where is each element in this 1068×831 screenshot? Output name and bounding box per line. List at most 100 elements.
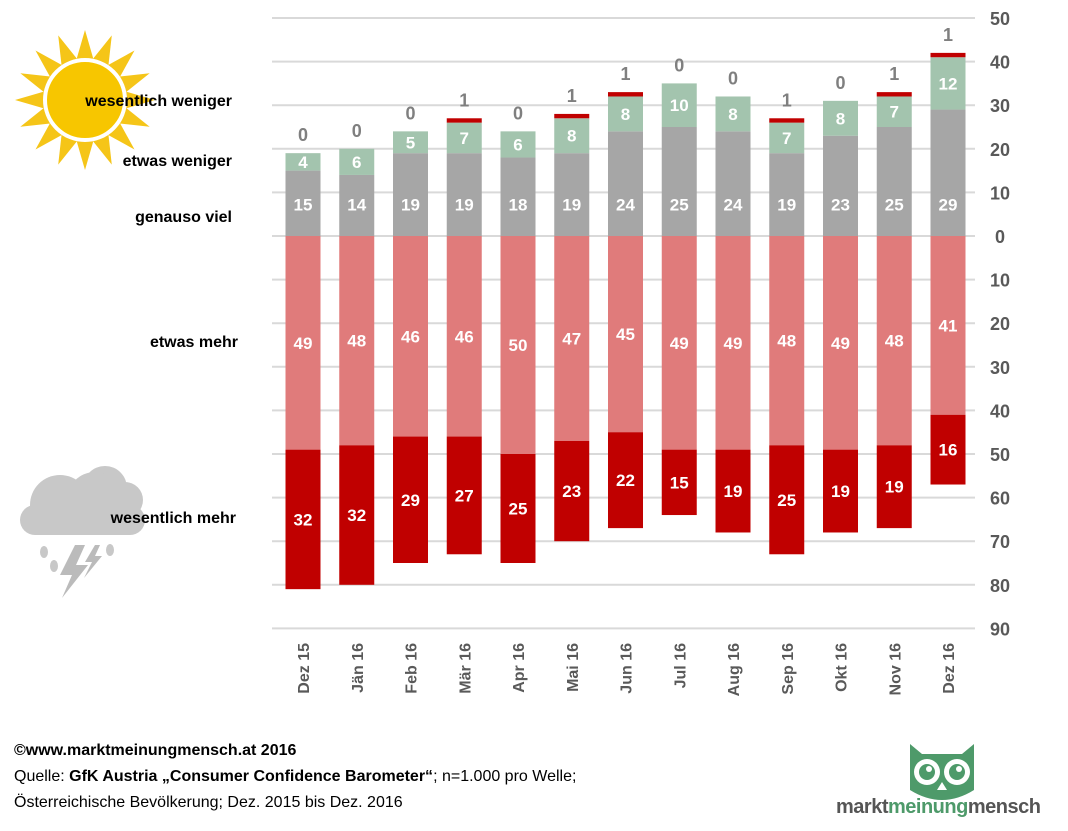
y-tick-label: 60 <box>990 489 1010 509</box>
data-label: 48 <box>885 332 904 351</box>
bar-etwas-weniger <box>769 122 805 154</box>
data-label: 47 <box>562 329 581 348</box>
x-tick-label: Apr 16 <box>511 643 528 693</box>
y-tick-label: 10 <box>990 271 1010 291</box>
data-label: 15 <box>294 195 313 214</box>
x-tick-label: Dez 16 <box>941 643 958 694</box>
bar-wesentlich-mehr <box>661 449 697 516</box>
data-label: 19 <box>724 482 743 501</box>
data-label: 0 <box>352 121 362 141</box>
bar-wesentlich-mehr <box>393 436 428 563</box>
data-label: 0 <box>405 103 415 123</box>
logo: marktmeinungmensch <box>836 740 1066 825</box>
bar-etwas-weniger <box>823 100 858 136</box>
x-tick-label: Mär 16 <box>457 643 474 694</box>
y-tick-label: 0 <box>995 227 1005 247</box>
label-wesentlich-weniger: wesentlich weniger <box>84 93 232 110</box>
bar-etwas-mehr <box>661 236 697 450</box>
bar-wesentlich-weniger <box>554 113 590 119</box>
bar-wesentlich-mehr <box>930 414 966 485</box>
bar-etwas-weniger <box>930 57 966 110</box>
data-label: 0 <box>728 68 738 88</box>
data-label: 12 <box>939 74 958 93</box>
bar-etwas-weniger <box>608 96 643 132</box>
data-label: 19 <box>562 195 581 214</box>
data-label: 49 <box>294 334 313 353</box>
data-label: 41 <box>939 316 958 335</box>
bar-etwas-mehr <box>500 236 536 454</box>
data-label: 48 <box>347 332 366 351</box>
logo-text-markt: markt <box>836 796 888 818</box>
x-tick-label: Jun 16 <box>619 643 636 694</box>
data-label: 32 <box>347 506 366 525</box>
bar-etwas-weniger <box>285 153 321 171</box>
bar-genauso-viel <box>285 170 321 236</box>
data-label: 19 <box>401 195 420 214</box>
source-name: GfK Austria „Consumer Confidence Baromet… <box>69 768 434 785</box>
bar-wesentlich-mehr <box>339 445 375 585</box>
data-label: 24 <box>724 195 743 214</box>
label-etwas-weniger: etwas weniger <box>123 153 232 170</box>
data-label: 7 <box>460 129 469 148</box>
data-label: 23 <box>831 195 850 214</box>
data-label: 19 <box>777 195 796 214</box>
bar-genauso-viel <box>554 153 590 236</box>
data-label: 1 <box>889 64 899 84</box>
bar-etwas-mehr <box>930 236 966 415</box>
data-label: 0 <box>298 125 308 145</box>
data-label: 19 <box>455 195 474 214</box>
bar-wesentlich-mehr <box>554 440 590 542</box>
data-label: 19 <box>885 478 904 497</box>
data-label: 1 <box>620 64 630 84</box>
data-label: 19 <box>831 482 850 501</box>
x-tick-label: Jän 16 <box>350 643 367 693</box>
bar-etwas-mehr <box>285 236 321 450</box>
data-label: 29 <box>401 491 420 510</box>
source-prefix: Quelle: <box>14 768 70 785</box>
bar-wesentlich-weniger <box>769 118 805 123</box>
bar-genauso-viel <box>930 109 966 236</box>
source-line-3: Österreichische Bevölkerung; Dez. 2015 b… <box>14 794 403 811</box>
data-label: 18 <box>509 195 528 214</box>
data-label: 7 <box>782 129 791 148</box>
bar-etwas-mehr <box>715 236 751 450</box>
data-label: 50 <box>509 336 528 355</box>
bar-etwas-weniger <box>876 96 912 127</box>
y-tick-label: 40 <box>990 401 1010 421</box>
data-label: 5 <box>406 133 415 152</box>
bar-etwas-weniger <box>339 148 375 175</box>
bar-etwas-mehr <box>769 236 805 446</box>
bar-etwas-mehr <box>554 236 590 441</box>
bar-genauso-viel <box>339 174 375 236</box>
y-tick-label: 70 <box>990 532 1010 552</box>
data-label: 25 <box>670 195 689 214</box>
label-wesentlich-mehr: wesentlich mehr <box>110 510 236 527</box>
bar-wesentlich-mehr <box>715 449 751 533</box>
bar-genauso-viel <box>823 135 858 236</box>
x-tick-label: Dez 15 <box>296 643 313 694</box>
bar-etwas-mehr <box>339 236 375 446</box>
data-label: 49 <box>670 334 689 353</box>
bar-genauso-viel <box>446 153 482 236</box>
data-label: 0 <box>513 103 523 123</box>
data-label: 29 <box>939 195 958 214</box>
bar-wesentlich-mehr <box>823 449 858 533</box>
data-label: 25 <box>885 195 904 214</box>
data-label: 15 <box>670 473 689 492</box>
data-label: 48 <box>777 332 796 351</box>
x-tick-label: Jul 16 <box>672 643 689 688</box>
data-label: 16 <box>939 441 958 460</box>
bar-genauso-viel <box>500 157 536 236</box>
bar-genauso-viel <box>876 127 912 236</box>
bar-wesentlich-mehr <box>769 445 805 555</box>
bar-etwas-weniger <box>446 122 482 154</box>
y-tick-label: 90 <box>990 619 1010 639</box>
copyright: ©www.marktmeinungmensch.at 2016 <box>14 742 297 759</box>
x-tick-label: Sep 16 <box>780 643 797 695</box>
x-tick-label: Okt 16 <box>834 643 851 692</box>
data-label: 45 <box>616 325 635 344</box>
x-tick-label: Nov 16 <box>887 643 904 696</box>
bar-genauso-viel <box>608 131 643 236</box>
data-label: 10 <box>670 96 689 115</box>
data-label: 49 <box>831 334 850 353</box>
